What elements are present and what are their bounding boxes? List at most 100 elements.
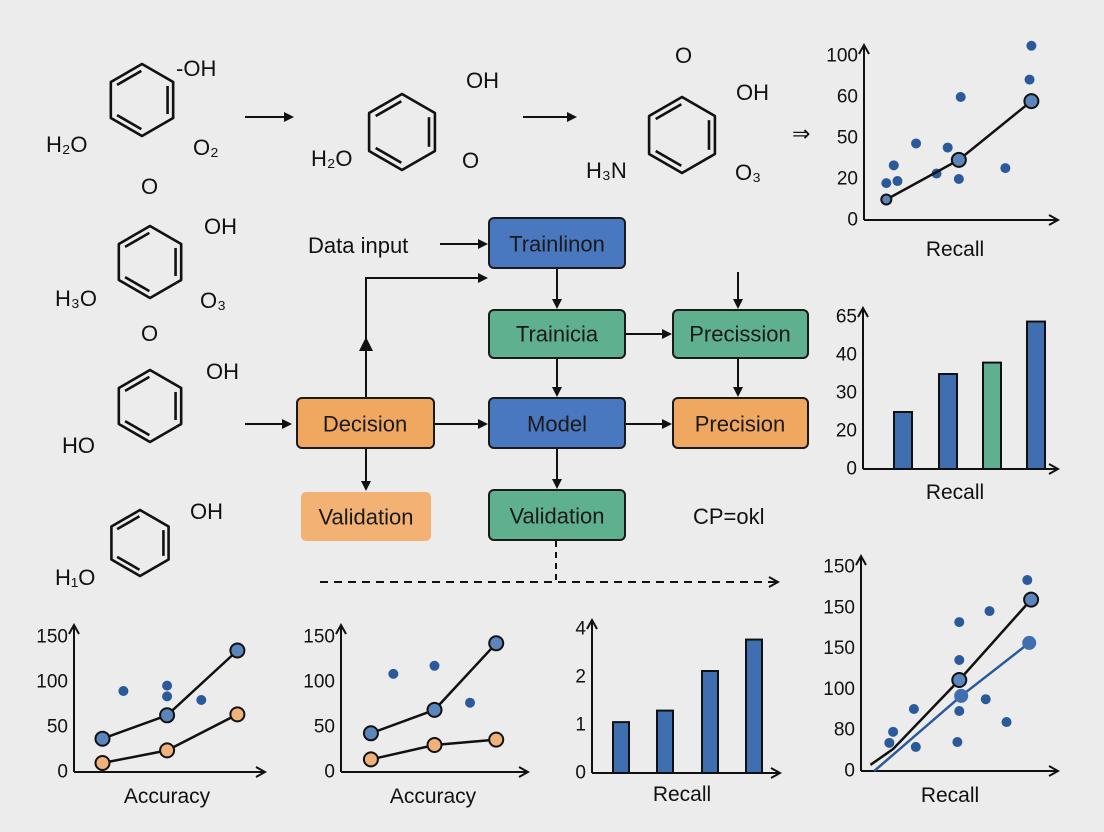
double-bond <box>655 103 682 121</box>
chart-D: 0 50 100 150 Accuracy <box>303 625 528 808</box>
scatter-point <box>465 697 476 708</box>
atom-label: H₂O <box>46 132 88 157</box>
y-tick-label: 100 <box>826 46 858 67</box>
scatter-point <box>952 737 963 748</box>
y-tick-label: 50 <box>837 128 858 149</box>
chart-E: 0 1 2 4 Recall <box>575 619 780 806</box>
node-label: Model <box>527 412 587 437</box>
node-validation-left[interactable]: Validation <box>301 492 431 541</box>
node-trainlinon[interactable]: Trainlinon <box>488 217 626 269</box>
atom-label: H₃O <box>55 286 97 311</box>
node-label: Precission <box>689 322 790 347</box>
series-marker <box>1022 635 1037 650</box>
y-tick-label: 0 <box>846 459 857 480</box>
atom-label: O₂ <box>193 135 219 160</box>
y-tick-label: 0 <box>575 763 586 784</box>
scatter-point <box>954 655 965 666</box>
line-marker <box>880 193 893 206</box>
scatter-point <box>888 160 899 171</box>
series-marker <box>94 730 111 747</box>
double-bond <box>375 100 402 118</box>
node-trainicia[interactable]: Trainicia <box>488 309 626 359</box>
bar <box>938 373 958 470</box>
x-axis-label: Accuracy <box>390 785 477 808</box>
y-tick-label: 30 <box>836 383 857 404</box>
benzene-ring <box>110 508 170 578</box>
series-marker <box>159 742 176 759</box>
y-tick-label: 60 <box>837 87 858 108</box>
scatter-point <box>1022 575 1033 586</box>
double-bond <box>116 515 141 531</box>
atom-label: OH <box>206 359 239 384</box>
atom-label: -OH <box>176 56 216 81</box>
atom-label: O <box>141 321 158 346</box>
double-arrow-icon: ⇒ <box>792 121 810 146</box>
x-axis-label: Recall <box>921 784 979 807</box>
series-marker <box>951 672 968 689</box>
scatter-point <box>908 703 919 714</box>
double-bond <box>124 231 151 249</box>
y-tick-label: 150 <box>823 557 855 578</box>
y-tick-label: 20 <box>837 169 858 190</box>
molecule-2: OH H₂O O <box>311 68 499 173</box>
y-tick-label: 65 <box>836 307 857 328</box>
bar <box>745 638 763 774</box>
scatter-point <box>1000 163 1011 174</box>
node-model[interactable]: Model <box>488 397 626 449</box>
atom-label: O <box>675 43 692 68</box>
series-marker <box>954 688 969 703</box>
chart-C: 0 50 100 150 Accuracy <box>36 625 265 808</box>
data-input-label: Data input <box>308 233 408 258</box>
double-bond <box>124 375 151 393</box>
molecule-1: -OH H₂O O₂ <box>46 56 219 160</box>
node-decision[interactable]: Decision <box>296 397 435 449</box>
molecule-3: O OH H₃N O₃ <box>586 43 769 185</box>
node-validation-center[interactable]: Validation <box>488 489 626 541</box>
y-tick-label: 100 <box>303 672 335 693</box>
scatter-point <box>196 695 207 705</box>
atom-label: H₃N <box>586 158 627 183</box>
scatter-point <box>162 680 173 691</box>
molecule-5: O OH HO <box>62 321 239 458</box>
y-tick-label: 150 <box>823 638 855 659</box>
node-label: Decision <box>323 412 407 437</box>
bar <box>656 709 674 774</box>
y-tick-label: 4 <box>575 619 586 640</box>
y-tick-label: 150 <box>36 627 68 648</box>
x-axis-label: Accuracy <box>124 785 211 808</box>
charts: 0205060100Recall020304065Recall050100150… <box>36 40 1058 808</box>
y-tick-label: 0 <box>844 761 855 782</box>
y-tick-label: 0 <box>324 762 335 783</box>
atom-label: OH <box>736 80 769 105</box>
scatter-point <box>954 706 965 717</box>
scatter-point <box>1026 40 1037 51</box>
series-marker <box>229 706 246 723</box>
x-axis-label: Recall <box>926 481 984 504</box>
scatter-point <box>429 660 440 671</box>
scatter-point <box>953 174 964 184</box>
scatter-point <box>911 138 922 149</box>
series-line <box>873 641 1030 772</box>
scatter-point <box>1024 74 1035 85</box>
double-bond <box>116 113 143 131</box>
series-marker <box>362 725 379 742</box>
scatter-point <box>884 737 895 748</box>
scatter-point <box>888 726 899 737</box>
atom-label: OH <box>204 214 237 239</box>
y-tick-label: 150 <box>823 597 855 618</box>
node-precission[interactable]: Precission <box>672 309 809 359</box>
scatter-point <box>954 617 965 628</box>
molecule-structures <box>109 62 717 578</box>
bar <box>893 411 913 470</box>
y-tick-label: 50 <box>314 717 335 738</box>
double-bond <box>116 69 143 87</box>
atom-label: H₁O <box>55 565 95 590</box>
double-bond <box>655 149 682 167</box>
scatter-point <box>881 178 892 189</box>
benzene-ring <box>117 368 183 444</box>
series-marker <box>1023 591 1040 608</box>
node-precision[interactable]: Precision <box>672 397 809 449</box>
scatter-point <box>118 686 129 696</box>
scatter-point <box>984 606 995 617</box>
y-tick-label: 40 <box>836 345 857 366</box>
